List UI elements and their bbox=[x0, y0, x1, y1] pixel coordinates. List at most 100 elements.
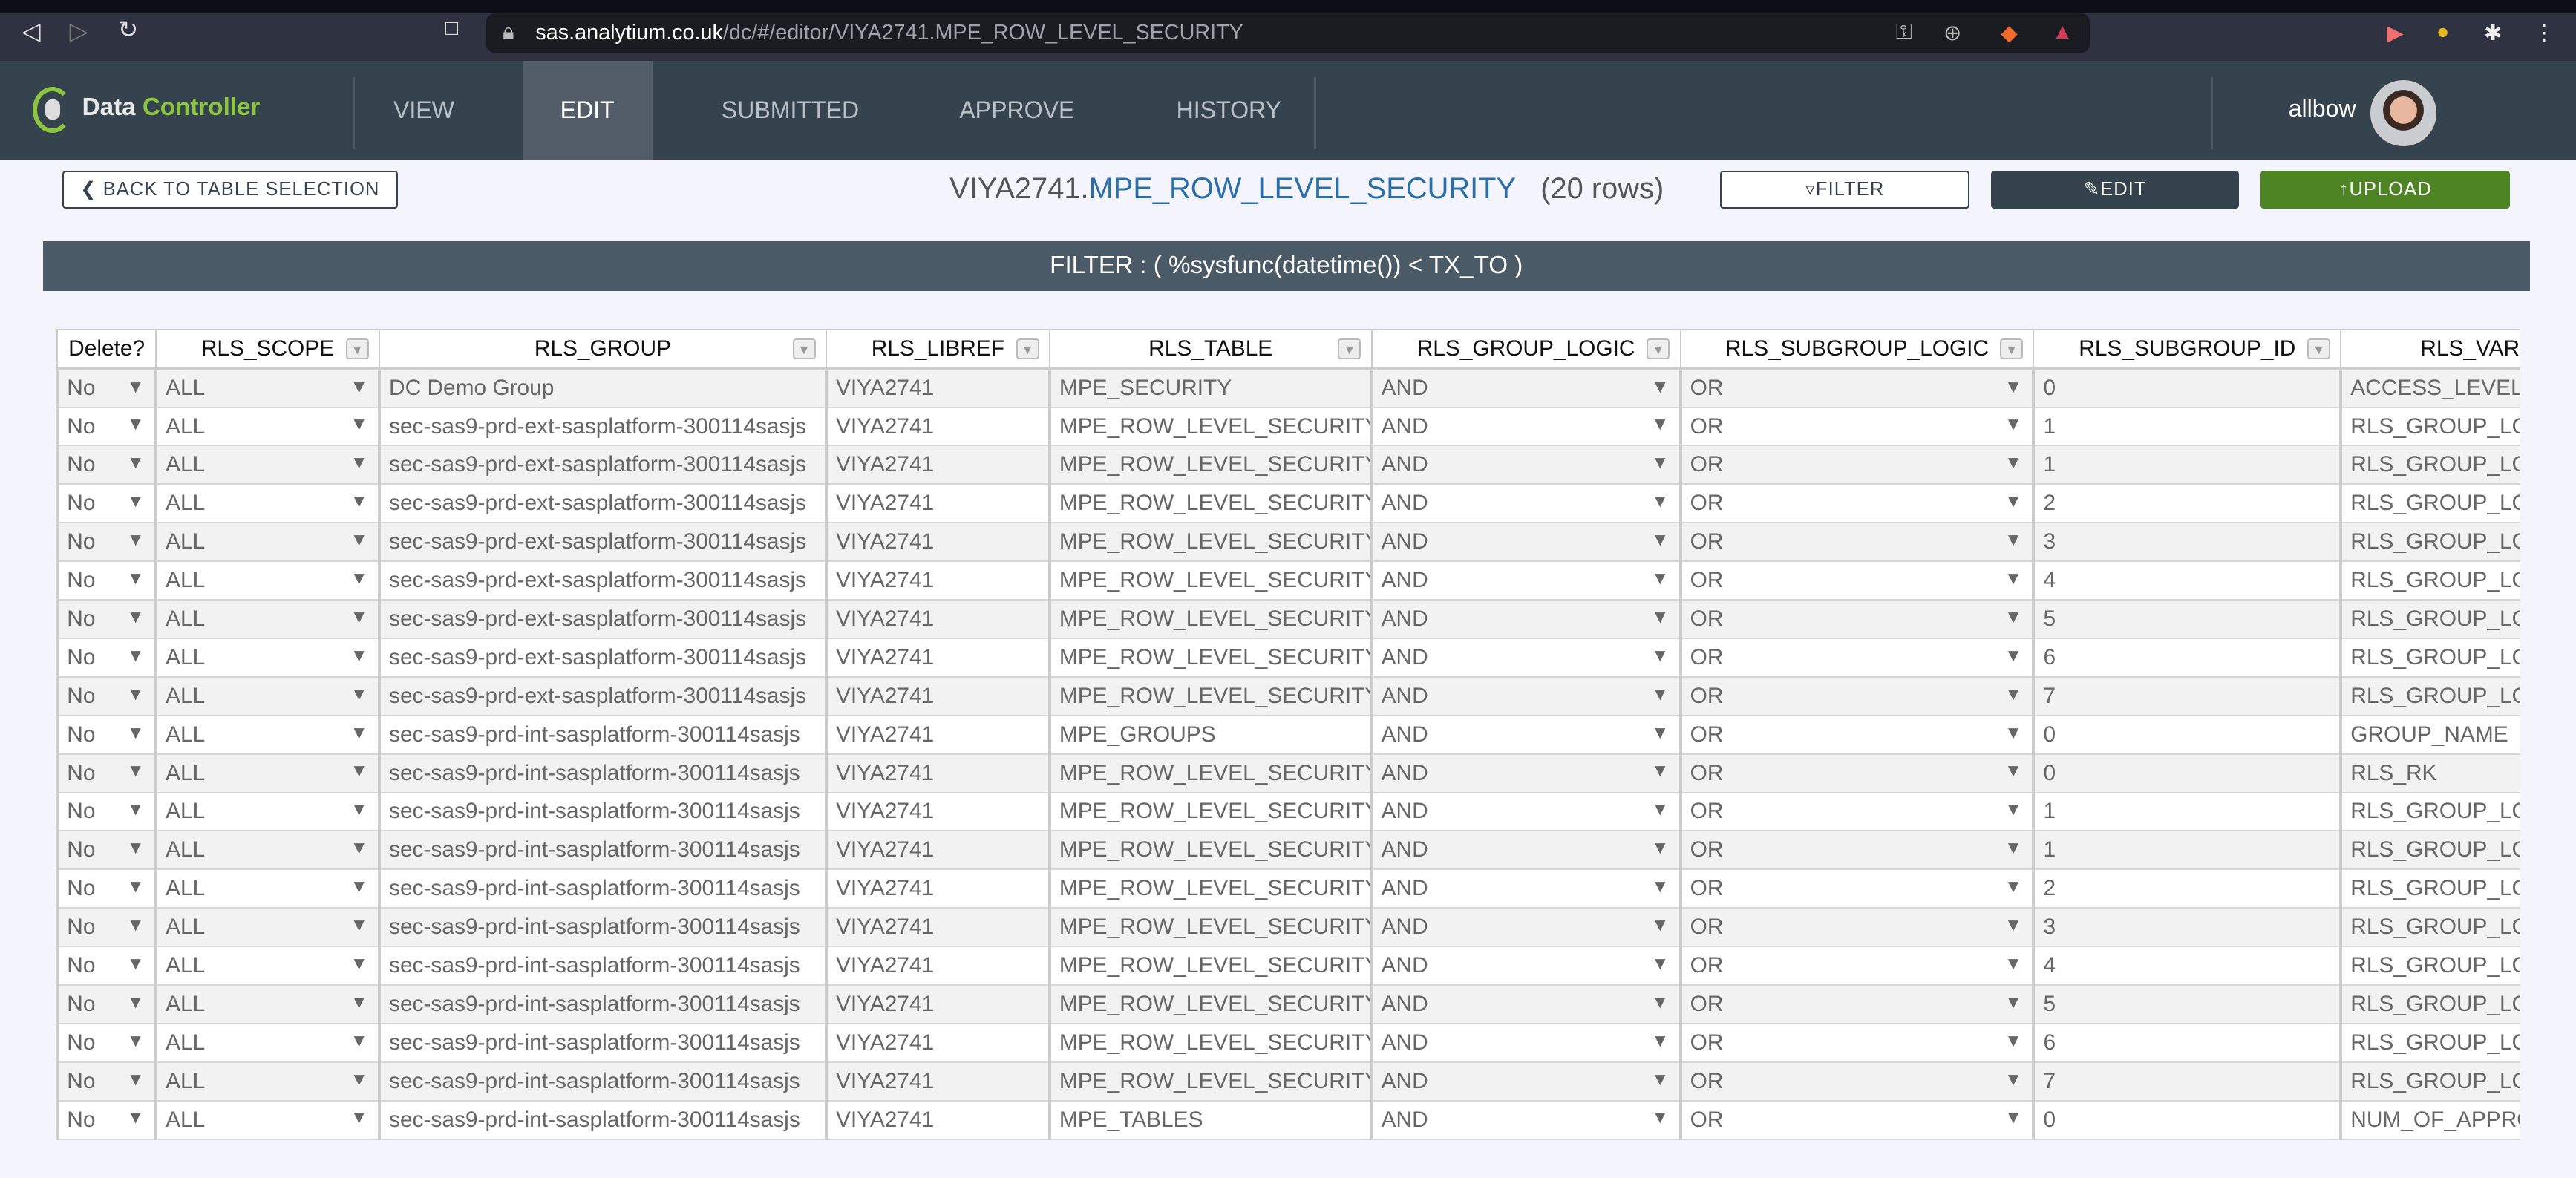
logo[interactable]: Data Controller bbox=[82, 94, 261, 122]
cell-rls-table[interactable]: MPE_ROW_LEVEL_SECURITY bbox=[1047, 946, 1373, 986]
cell-rls-group-logic[interactable]: AND ▼ bbox=[1370, 406, 1681, 447]
column-header-rls-libref[interactable]: RLS_LIBREF ▼ bbox=[825, 328, 1050, 370]
cell-delete[interactable]: No ▼ bbox=[56, 367, 157, 408]
cell-rls-group-logic[interactable]: AND ▼ bbox=[1370, 830, 1681, 871]
cell-delete[interactable]: No ▼ bbox=[56, 791, 157, 832]
cell-delete[interactable]: No ▼ bbox=[56, 1022, 157, 1063]
back-arrow-icon[interactable]: ◁ bbox=[22, 18, 41, 46]
dropdown-arrow-icon[interactable]: ▼ bbox=[126, 722, 145, 743]
dropdown-arrow-icon[interactable]: ▼ bbox=[126, 761, 145, 782]
cell-rls-subgroup-id[interactable]: 1 bbox=[2032, 830, 2342, 871]
dropdown-arrow-icon[interactable]: ▼ bbox=[126, 606, 145, 627]
cell-rls-variable[interactable]: RLS_GROUP_LO bbox=[2339, 984, 2520, 1024]
tab-edit[interactable]: EDIT bbox=[522, 60, 653, 160]
column-filter-icon[interactable]: ▼ bbox=[792, 338, 816, 360]
cell-rls-group-logic[interactable]: AND ▼ bbox=[1370, 675, 1681, 716]
dropdown-arrow-icon[interactable]: ▼ bbox=[350, 491, 368, 512]
dropdown-arrow-icon[interactable]: ▼ bbox=[1651, 606, 1670, 627]
dropdown-arrow-icon[interactable]: ▼ bbox=[126, 414, 145, 435]
dropdown-arrow-icon[interactable]: ▼ bbox=[2004, 992, 2023, 1012]
cell-rls-group[interactable]: sec-sas9-prd-int-sasplatform-300114sasjs bbox=[377, 907, 827, 948]
dropdown-arrow-icon[interactable]: ▼ bbox=[1651, 1069, 1670, 1090]
cell-rls-variable[interactable]: RLS_GROUP_LO bbox=[2339, 1061, 2520, 1102]
dropdown-arrow-icon[interactable]: ▼ bbox=[1651, 569, 1670, 589]
column-filter-icon[interactable]: ▼ bbox=[1647, 338, 1670, 360]
cell-delete[interactable]: No ▼ bbox=[56, 599, 157, 639]
cell-rls-variable[interactable]: NUM_OF_APPRO bbox=[2339, 1099, 2520, 1140]
dropdown-arrow-icon[interactable]: ▼ bbox=[350, 569, 368, 589]
cell-rls-subgroup-logic[interactable]: OR ▼ bbox=[1678, 367, 2035, 408]
dropdown-arrow-icon[interactable]: ▼ bbox=[126, 376, 145, 397]
cell-rls-group[interactable]: sec-sas9-prd-int-sasplatform-300114sasjs bbox=[377, 984, 827, 1024]
cell-rls-group-logic[interactable]: AND ▼ bbox=[1370, 522, 1681, 563]
cell-rls-subgroup-logic[interactable]: OR ▼ bbox=[1678, 753, 2035, 793]
cell-rls-subgroup-logic[interactable]: OR ▼ bbox=[1678, 483, 2035, 524]
cell-rls-subgroup-logic[interactable]: OR ▼ bbox=[1678, 445, 2035, 485]
cell-delete[interactable]: No ▼ bbox=[56, 907, 157, 948]
upload-button[interactable]: ↑UPLOAD bbox=[2260, 171, 2511, 209]
dropdown-arrow-icon[interactable]: ▼ bbox=[2004, 877, 2023, 897]
dropdown-arrow-icon[interactable]: ▼ bbox=[350, 1069, 368, 1090]
cell-rls-subgroup-logic[interactable]: OR ▼ bbox=[1678, 830, 2035, 871]
cell-delete[interactable]: No ▼ bbox=[56, 714, 157, 755]
cell-rls-group[interactable]: sec-sas9-prd-int-sasplatform-300114sasjs bbox=[377, 868, 827, 909]
dropdown-arrow-icon[interactable]: ▼ bbox=[350, 606, 368, 627]
cell-delete[interactable]: No ▼ bbox=[56, 483, 157, 524]
cell-rls-libref[interactable]: VIYA2741 bbox=[824, 753, 1050, 793]
dropdown-arrow-icon[interactable]: ▼ bbox=[350, 877, 368, 897]
dropdown-arrow-icon[interactable]: ▼ bbox=[2004, 453, 2023, 474]
dropdown-arrow-icon[interactable]: ▼ bbox=[2004, 684, 2023, 704]
cell-rls-scope[interactable]: ALL ▼ bbox=[154, 907, 380, 948]
cell-rls-libref[interactable]: VIYA2741 bbox=[824, 637, 1050, 678]
cell-rls-scope[interactable]: ALL ▼ bbox=[154, 830, 380, 871]
cell-rls-scope[interactable]: ALL ▼ bbox=[154, 753, 380, 793]
dropdown-arrow-icon[interactable]: ▼ bbox=[350, 838, 368, 859]
cell-delete[interactable]: No ▼ bbox=[56, 560, 157, 601]
cell-rls-table[interactable]: MPE_ROW_LEVEL_SECURITY bbox=[1047, 522, 1373, 563]
cell-delete[interactable]: No ▼ bbox=[56, 637, 157, 678]
cell-rls-subgroup-logic[interactable]: OR ▼ bbox=[1678, 984, 2035, 1024]
cell-rls-scope[interactable]: ALL ▼ bbox=[154, 406, 380, 447]
cell-rls-variable[interactable]: RLS_GROUP_LO bbox=[2339, 406, 2520, 447]
cell-delete[interactable]: No ▼ bbox=[56, 406, 157, 447]
dropdown-arrow-icon[interactable]: ▼ bbox=[2004, 799, 2023, 820]
dropdown-arrow-icon[interactable]: ▼ bbox=[126, 877, 145, 897]
cell-rls-subgroup-logic[interactable]: OR ▼ bbox=[1678, 791, 2035, 832]
cell-rls-table[interactable]: MPE_ROW_LEVEL_SECURITY bbox=[1047, 483, 1373, 524]
cell-rls-group[interactable]: sec-sas9-prd-int-sasplatform-300114sasjs bbox=[377, 753, 827, 793]
cell-rls-scope[interactable]: ALL ▼ bbox=[154, 637, 380, 678]
cell-rls-scope[interactable]: ALL ▼ bbox=[154, 714, 380, 755]
cell-rls-variable[interactable]: RLS_GROUP_LO bbox=[2339, 637, 2520, 678]
cell-rls-subgroup-id[interactable]: 2 bbox=[2032, 483, 2342, 524]
dropdown-arrow-icon[interactable]: ▼ bbox=[1651, 761, 1670, 782]
cell-rls-group[interactable]: DC Demo Group bbox=[377, 367, 827, 408]
cell-rls-group[interactable]: sec-sas9-prd-ext-sasplatform-300114sasjs bbox=[377, 637, 827, 678]
cell-rls-subgroup-logic[interactable]: OR ▼ bbox=[1678, 560, 2035, 601]
column-filter-icon[interactable]: ▼ bbox=[2000, 338, 2024, 360]
brave-shield-icon[interactable]: ◆ bbox=[2001, 21, 2018, 45]
cell-rls-group[interactable]: sec-sas9-prd-ext-sasplatform-300114sasjs bbox=[377, 522, 827, 563]
cell-rls-scope[interactable]: ALL ▼ bbox=[154, 522, 380, 563]
filter-button[interactable]: ▿FILTER bbox=[1720, 171, 1970, 209]
dropdown-arrow-icon[interactable]: ▼ bbox=[1651, 799, 1670, 820]
cell-rls-group-logic[interactable]: AND ▼ bbox=[1370, 445, 1681, 485]
cell-rls-subgroup-id[interactable]: 6 bbox=[2032, 637, 2342, 678]
reload-icon[interactable]: ↻ bbox=[117, 16, 139, 44]
cell-rls-libref[interactable]: VIYA2741 bbox=[824, 406, 1050, 447]
dropdown-arrow-icon[interactable]: ▼ bbox=[2004, 645, 2023, 666]
cell-rls-group-logic[interactable]: AND ▼ bbox=[1370, 907, 1681, 948]
dropdown-arrow-icon[interactable]: ▼ bbox=[1651, 491, 1670, 512]
cell-rls-table[interactable]: MPE_ROW_LEVEL_SECURITY bbox=[1047, 907, 1373, 948]
dropdown-arrow-icon[interactable]: ▼ bbox=[350, 645, 368, 666]
dropdown-arrow-icon[interactable]: ▼ bbox=[126, 684, 145, 704]
cell-rls-subgroup-id[interactable]: 7 bbox=[2032, 675, 2342, 716]
cell-delete[interactable]: No ▼ bbox=[56, 868, 157, 909]
cell-rls-scope[interactable]: ALL ▼ bbox=[154, 445, 380, 485]
dropdown-arrow-icon[interactable]: ▼ bbox=[2004, 1030, 2023, 1051]
column-header-rls-group-logic[interactable]: RLS_GROUP_LOGIC ▼ bbox=[1370, 328, 1681, 370]
cell-rls-variable[interactable]: RLS_GROUP_LO bbox=[2339, 483, 2520, 524]
cell-rls-group-logic[interactable]: AND ▼ bbox=[1370, 560, 1681, 601]
cell-rls-libref[interactable]: VIYA2741 bbox=[824, 830, 1050, 871]
dropdown-arrow-icon[interactable]: ▼ bbox=[350, 761, 368, 782]
cell-rls-subgroup-logic[interactable]: OR ▼ bbox=[1678, 637, 2035, 678]
